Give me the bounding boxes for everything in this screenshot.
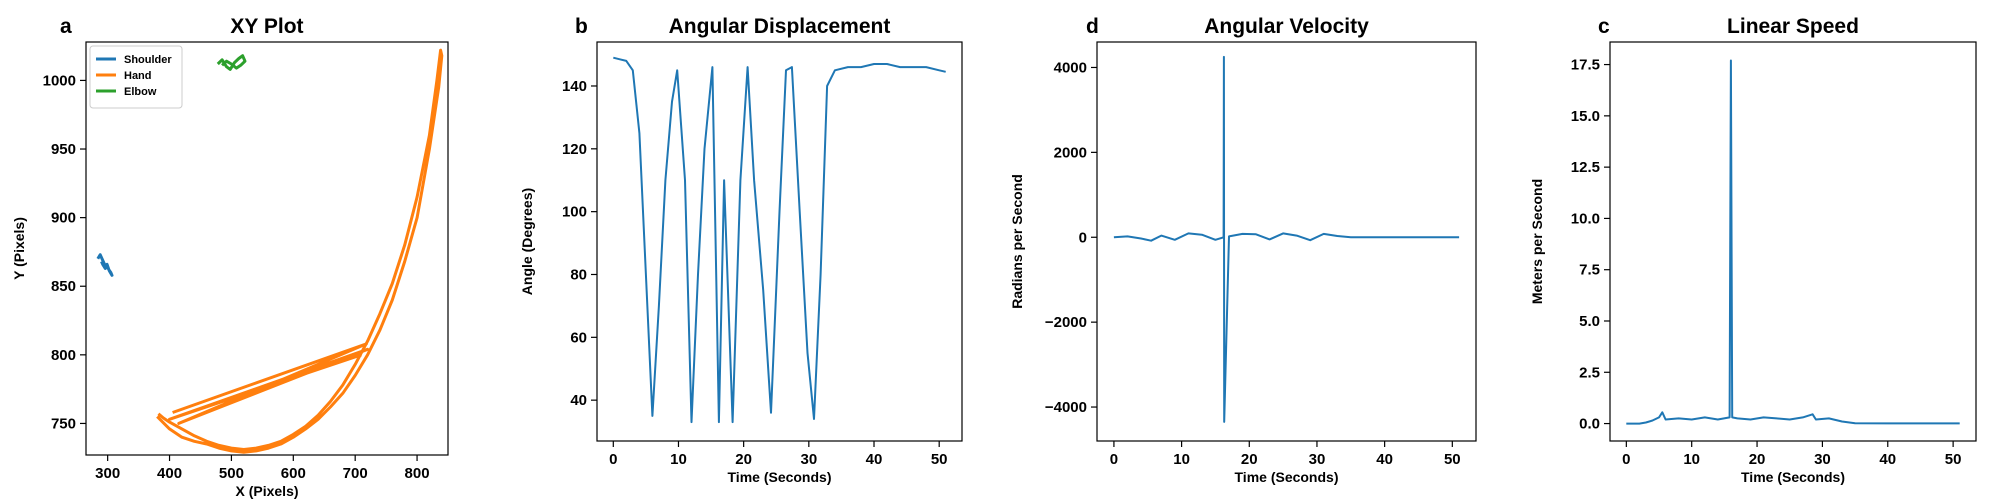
y-tick-label: 1000 xyxy=(43,72,76,89)
x-tick-label: 30 xyxy=(1814,451,1831,468)
y-tick-label: 60 xyxy=(570,329,587,346)
x-tick-label: 0 xyxy=(1110,451,1118,468)
x-tick-label: 20 xyxy=(1749,451,1766,468)
y-tick-label: 140 xyxy=(562,78,587,95)
y-tick-label: 10.0 xyxy=(1571,210,1600,227)
plot-frame xyxy=(1096,41,1477,442)
x-tick-label: 30 xyxy=(1309,451,1326,468)
x-tick-label: 50 xyxy=(1444,451,1461,468)
y-axis-label: Meters per Second xyxy=(1529,179,1545,304)
y-tick-label: 2.5 xyxy=(1579,364,1600,381)
x-tick-label: 500 xyxy=(219,465,244,482)
panel-title: Linear Speed xyxy=(1727,15,1859,38)
x-tick-label: 10 xyxy=(670,451,687,468)
y-tick-label: 900 xyxy=(51,210,76,227)
series-line-0 xyxy=(613,56,946,424)
panel-letter: c xyxy=(1598,15,1610,38)
series-line-3 xyxy=(168,342,370,425)
x-axis-label: Time (Seconds) xyxy=(1741,469,1845,485)
series-group xyxy=(1113,55,1460,423)
x-tick-label: 40 xyxy=(1879,451,1896,468)
x-tick-label: 50 xyxy=(931,451,948,468)
panel-c: 0 10 20 30 40 50 0.0 2.5 5.0 7.5 10.0 12.5 15.0 17.5 L… xyxy=(1529,15,1977,485)
series-line-0 xyxy=(1626,59,1960,425)
x-tick-label: 0 xyxy=(609,451,617,468)
y-tick-label: 5.0 xyxy=(1579,313,1600,330)
x-tick-label: 10 xyxy=(1173,451,1190,468)
series-group xyxy=(96,48,444,454)
panel-title: XY Plot xyxy=(230,15,303,38)
plot-frame xyxy=(85,41,449,456)
x-tick-label: 800 xyxy=(405,465,430,482)
y-tick-label: 750 xyxy=(51,415,76,432)
x-tick-label: 30 xyxy=(800,451,817,468)
legend-label: Shoulder xyxy=(124,54,172,66)
x-axis-label: X (Pixels) xyxy=(235,483,298,499)
x-tick-label: 10 xyxy=(1683,451,1700,468)
x-tick-label: 20 xyxy=(735,451,752,468)
legend: Shoulder Hand Elbow xyxy=(89,45,183,109)
x-tick-label: 40 xyxy=(1376,451,1393,468)
y-tick-label: 800 xyxy=(51,347,76,364)
series-group xyxy=(1626,59,1960,425)
x-tick-label: 400 xyxy=(157,465,182,482)
y-tick-label: 80 xyxy=(570,266,587,283)
y-tick-label: 850 xyxy=(51,278,76,295)
y-tick-label: −4000 xyxy=(1045,399,1087,416)
series-group xyxy=(613,56,946,424)
panel-letter: b xyxy=(575,15,588,38)
y-tick-label: 12.5 xyxy=(1571,159,1600,176)
series-line-hand xyxy=(156,48,444,454)
panel-title: Angular Velocity xyxy=(1204,15,1369,38)
y-axis-label: Y (Pixels) xyxy=(11,217,27,280)
panel-title: Angular Displacement xyxy=(669,15,891,38)
y-tick-label: 120 xyxy=(562,141,587,158)
y-tick-label: 7.5 xyxy=(1579,262,1600,279)
x-tick-label: 40 xyxy=(866,451,883,468)
x-tick-label: 0 xyxy=(1622,451,1630,468)
y-tick-label: 15.0 xyxy=(1571,108,1600,125)
series-line-0 xyxy=(1113,55,1460,423)
y-tick-label: 2000 xyxy=(1054,144,1087,161)
x-axis-label: Time (Seconds) xyxy=(1235,469,1339,485)
x-tick-label: 300 xyxy=(95,465,120,482)
y-tick-label: 17.5 xyxy=(1571,57,1600,74)
y-axis-label: Angle (Degrees) xyxy=(519,188,535,295)
panel-a: 300 400 500 600 700 800 750 800 850 900 950 1000 XY … xyxy=(11,15,449,499)
y-tick-label: 100 xyxy=(562,204,587,221)
y-tick-label: 4000 xyxy=(1054,59,1087,76)
legend-label: Hand xyxy=(124,70,152,82)
series-line-elbow xyxy=(216,54,247,71)
series-line-shoulder xyxy=(96,253,114,277)
x-tick-label: 20 xyxy=(1241,451,1258,468)
y-tick-label: 0 xyxy=(1079,229,1087,246)
plot-frame xyxy=(1609,41,1977,442)
y-tick-label: 40 xyxy=(570,392,587,409)
x-tick-label: 700 xyxy=(343,465,368,482)
y-tick-label: −2000 xyxy=(1045,314,1087,331)
panel-letter: a xyxy=(60,15,72,38)
y-axis-label: Radians per Second xyxy=(1009,174,1025,309)
legend-label: Elbow xyxy=(124,86,157,98)
y-tick-label: 0.0 xyxy=(1579,416,1600,433)
plot-frame xyxy=(596,41,963,442)
y-tick-label: 950 xyxy=(51,141,76,158)
x-tick-label: 600 xyxy=(281,465,306,482)
x-axis-label: Time (Seconds) xyxy=(728,469,832,485)
panel-d: 0 10 20 30 40 50 −4000 −2000 0 2000 4000 Angular Ve… xyxy=(1009,15,1477,485)
panel-b: 0 10 20 30 40 50 40 60 80 100 120 140 Angular Displa… xyxy=(519,15,963,485)
panel-letter: d xyxy=(1086,15,1099,38)
x-tick-label: 50 xyxy=(1945,451,1962,468)
